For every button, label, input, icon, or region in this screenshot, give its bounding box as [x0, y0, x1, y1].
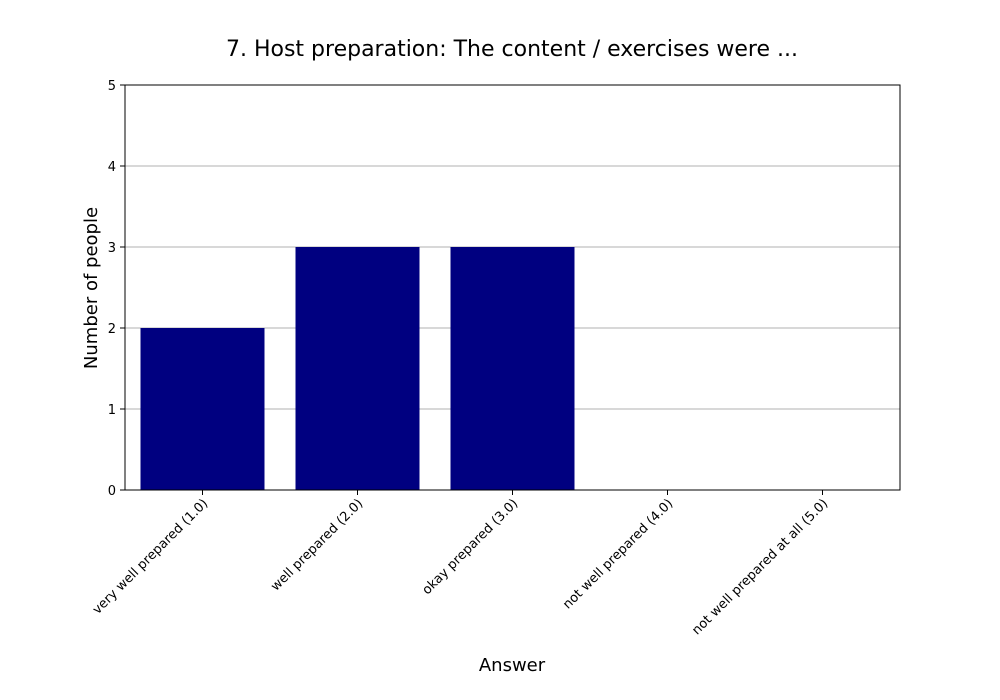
- x-axis-label: Answer: [479, 655, 546, 676]
- x-tick-label: not well prepared (4.0): [560, 496, 676, 612]
- y-axis-label: Number of people: [81, 207, 102, 369]
- x-tick-label: not well prepared at all (5.0): [689, 496, 831, 638]
- y-tick-label: 0: [108, 484, 116, 499]
- y-tick-label: 4: [108, 160, 116, 175]
- bar-1: [140, 328, 265, 490]
- y-axis-ticks: 0 1 2 3 4 5: [108, 79, 125, 499]
- x-tick-label: well prepared (2.0): [268, 496, 366, 594]
- y-tick-label: 2: [108, 322, 116, 337]
- y-tick-label: 1: [108, 403, 116, 418]
- bar-3: [450, 247, 575, 490]
- y-tick-label: 3: [108, 241, 116, 256]
- bars: [140, 247, 575, 490]
- x-axis-ticks: very well prepared (1.0) well prepared (2…: [90, 490, 831, 638]
- chart-title: 7. Host preparation: The content / exerc…: [226, 37, 798, 62]
- x-tick-label: okay prepared (3.0): [420, 496, 522, 598]
- x-tick-label: very well prepared (1.0): [90, 496, 211, 617]
- bar-2: [295, 247, 420, 490]
- y-tick-label: 5: [108, 79, 116, 94]
